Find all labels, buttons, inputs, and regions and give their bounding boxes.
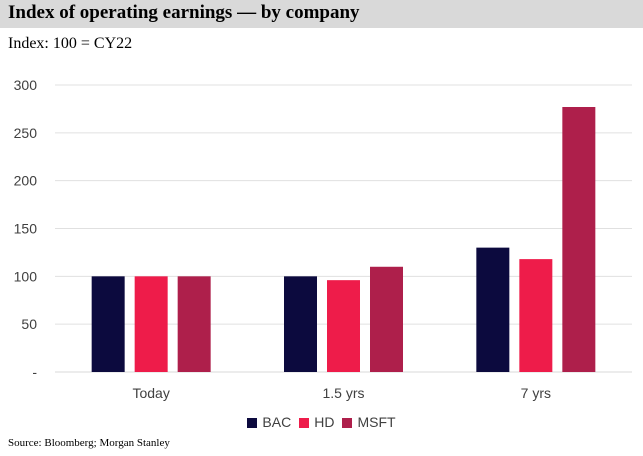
- y-tick-label: 250: [14, 125, 38, 141]
- y-tick-label: 50: [21, 316, 37, 332]
- title-bar: [0, 0, 643, 28]
- legend-swatch: [299, 418, 310, 428]
- y-tick-label: -: [32, 364, 37, 380]
- legend-label: MSFT: [357, 414, 396, 430]
- legend-label: BAC: [262, 414, 292, 430]
- y-tick-label: 300: [14, 77, 38, 93]
- chart-title: Index of operating earnings — by company: [8, 2, 360, 23]
- chart-legend: BAC HD MSFT: [0, 414, 643, 430]
- legend-item-hd: HD: [299, 414, 334, 430]
- legend-swatch: [342, 418, 353, 428]
- bar-msft: [562, 107, 596, 373]
- bar-msft: [370, 266, 403, 372]
- x-tick-label: 1.5 yrs: [322, 385, 364, 401]
- bar-hd: [327, 280, 360, 372]
- legend-label: HD: [314, 414, 335, 430]
- legend-item-msft: MSFT: [342, 414, 396, 430]
- bar-msft: [177, 276, 211, 372]
- legend-swatch: [247, 418, 258, 428]
- bar-bac: [91, 276, 125, 372]
- y-tick-label: 200: [14, 173, 38, 189]
- y-tick-label: 100: [14, 268, 38, 284]
- bar-bac: [284, 276, 317, 372]
- chart-subtitle: Index: 100 = CY22: [8, 35, 133, 52]
- bar-bac: [476, 247, 510, 372]
- legend-item-bac: BAC: [247, 414, 291, 430]
- y-tick-label: 150: [14, 221, 38, 237]
- x-tick-label: Today: [132, 385, 169, 401]
- bar-hd: [519, 259, 553, 372]
- source-note: Source: Bloomberg; Morgan Stanley: [8, 437, 170, 449]
- bar-hd: [134, 276, 168, 372]
- x-tick-label: 7 yrs: [521, 385, 551, 401]
